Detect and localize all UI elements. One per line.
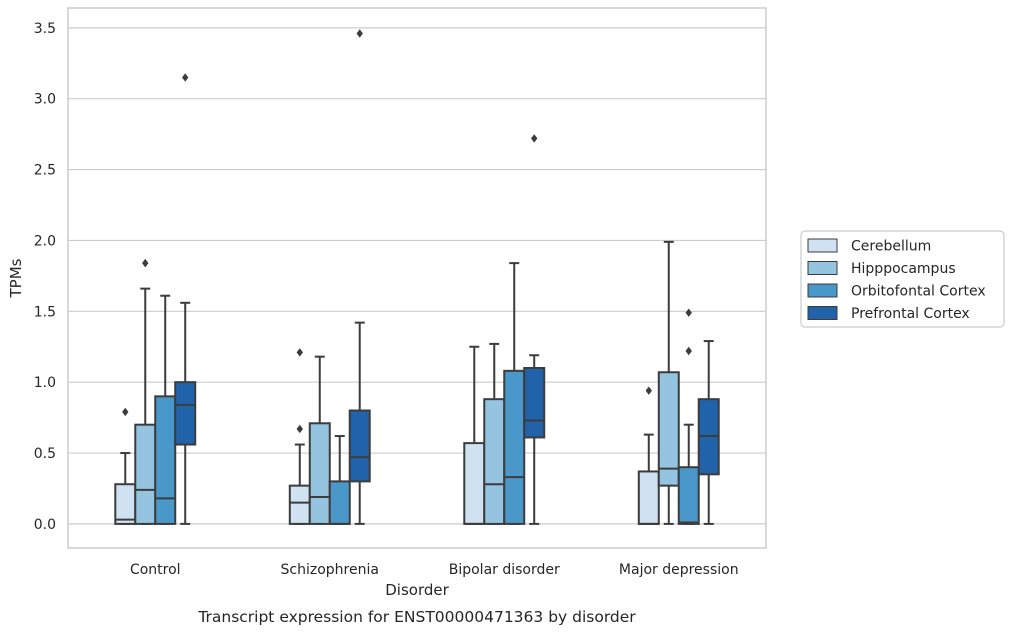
y-tick-label: 0.0 — [34, 517, 56, 533]
box-iqr — [134, 423, 157, 525]
box-orbitofontal-cortex-major-depression — [677, 308, 700, 525]
outlier-point — [356, 29, 363, 38]
x-tick-label: Schizophrenia — [281, 562, 379, 578]
legend-swatch — [807, 306, 838, 320]
box-hipppocampus-schizophrenia — [308, 355, 331, 525]
box-iqr — [174, 381, 197, 446]
box-prefrontal-cortex-bipolar-disorder — [523, 134, 546, 525]
box-prefrontal-cortex-schizophrenia — [348, 29, 371, 525]
x-axis-label: Disorder — [385, 581, 449, 599]
box-cerebellum-control — [114, 407, 137, 525]
box-iqr — [348, 409, 371, 483]
y-axis-label: TPMs — [7, 258, 25, 298]
box-iqr — [657, 371, 680, 487]
chart-caption: Transcript expression for ENST0000047136… — [197, 608, 636, 626]
box-cerebellum-major-depression — [637, 386, 660, 525]
box-iqr — [523, 367, 546, 439]
box-hipppocampus-major-depression — [657, 240, 680, 525]
legend-frame — [800, 230, 1005, 328]
x-tick-labels: Control Schizophrenia Bipolar disorder Majo… — [130, 562, 739, 578]
outlier-point — [531, 134, 538, 143]
box-iqr — [503, 369, 526, 525]
box-hipppocampus-control — [134, 258, 157, 525]
box-prefrontal-cortex-major-depression — [697, 340, 720, 525]
box-iqr — [677, 466, 700, 525]
outlier-point — [142, 258, 149, 268]
y-tick-label: 1.5 — [34, 304, 56, 320]
y-tick-label: 0.5 — [34, 446, 56, 462]
box-iqr — [154, 395, 177, 525]
box-iqr — [463, 442, 486, 525]
box-iqr — [483, 398, 506, 525]
x-tick-label: Bipolar disorder — [449, 562, 560, 578]
legend-label: Hipppocampus — [851, 261, 956, 277]
outlier-point — [296, 348, 303, 357]
box-prefrontal-cortex-control — [174, 73, 197, 525]
outlier-point — [122, 407, 129, 417]
y-tick-label: 3.0 — [34, 92, 56, 108]
box-series — [114, 29, 720, 525]
legend-label: Cerebellum — [851, 239, 931, 255]
box-iqr — [328, 480, 351, 525]
legend-swatch — [807, 283, 838, 298]
legend-label: Orbitofontal Cortex — [851, 284, 986, 300]
x-tick-label: Major depression — [619, 562, 739, 578]
y-tick-label: 3.5 — [34, 21, 56, 37]
y-tick-label: 1.0 — [34, 375, 56, 391]
outlier-point — [645, 386, 652, 395]
legend-label: Prefrontal Cortex — [851, 306, 970, 322]
legend-swatch — [807, 261, 838, 275]
outlier-point — [182, 73, 189, 82]
outlier-point — [685, 346, 692, 356]
box-iqr — [288, 484, 311, 525]
outlier-point — [685, 308, 692, 317]
plot-frame — [67, 7, 767, 549]
box-orbitofontal-cortex-schizophrenia — [328, 435, 351, 525]
box-orbitofontal-cortex-bipolar-disorder — [503, 262, 526, 525]
y-tick-label: 2.0 — [34, 233, 56, 249]
y-tick-label: 2.5 — [34, 163, 56, 179]
box-iqr — [637, 470, 660, 525]
box-orbitofontal-cortex-control — [154, 294, 177, 525]
box-iqr — [114, 483, 137, 525]
box-iqr — [308, 422, 331, 525]
legend: Cerebellum Hipppocampus Orbitofontal Corte… — [800, 230, 1005, 328]
x-tick-label: Control — [130, 562, 181, 578]
outlier-point — [296, 424, 303, 434]
y-tick-labels: 0.0 0.5 1.0 1.5 2.0 2.5 3.0 3.5 — [34, 21, 56, 533]
legend-swatch — [807, 238, 838, 253]
